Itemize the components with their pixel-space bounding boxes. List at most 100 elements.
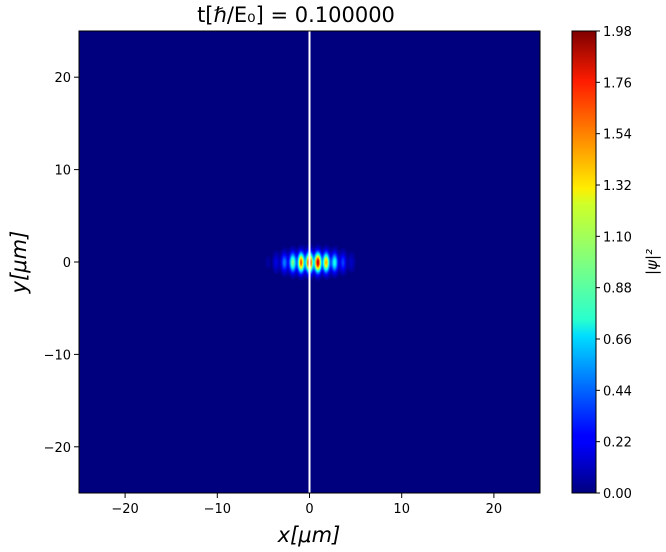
heatmap-cell — [326, 262, 328, 264]
heatmap-cell — [334, 268, 337, 270]
heatmap-cell — [340, 265, 343, 268]
heatmap-cell — [275, 265, 277, 268]
heatmap-cell — [320, 269, 323, 271]
heatmap-cell — [305, 246, 307, 248]
heatmap-cell — [341, 249, 344, 251]
heatmap-cell — [290, 261, 293, 263]
heatmap-cell — [303, 248, 305, 250]
heatmap-cell — [341, 251, 344, 254]
heatmap-cell — [336, 260, 339, 262]
heatmap-cell — [340, 259, 343, 261]
heatmap-cell — [292, 256, 295, 258]
heatmap-cell — [325, 267, 327, 270]
heatmap-cell — [325, 272, 327, 274]
heatmap-cell — [325, 275, 327, 278]
heatmap-cell — [349, 264, 351, 267]
heatmap-cell — [284, 252, 287, 255]
heatmap-cell — [320, 250, 323, 253]
heatmap-cell — [333, 266, 336, 269]
heatmap-cell — [320, 268, 323, 270]
heatmap-cell — [306, 253, 309, 256]
heatmap-cell — [311, 249, 314, 252]
heatmap-cell — [343, 252, 346, 255]
heatmap-cell — [322, 271, 324, 273]
heatmap-cell — [345, 267, 347, 270]
heatmap-cell — [335, 271, 338, 273]
heatmap-cell — [283, 271, 286, 273]
heatmap-cell — [293, 262, 296, 264]
heatmap-cell — [291, 246, 294, 248]
heatmap-cell — [350, 254, 352, 257]
heatmap-cell — [275, 262, 277, 264]
heatmap-cell — [335, 247, 338, 249]
heatmap-cell — [310, 258, 313, 260]
heatmap-cell — [293, 261, 296, 263]
heatmap-cell — [300, 274, 302, 276]
heatmap-cell — [342, 264, 345, 267]
heatmap-cell — [327, 274, 329, 276]
heatmap-cell — [277, 253, 279, 256]
heatmap-cell — [282, 267, 284, 270]
heatmap-cell — [305, 247, 307, 249]
heatmap-cell — [301, 277, 303, 280]
heatmap-cell — [303, 267, 305, 270]
heatmap-cell — [327, 257, 329, 259]
heatmap-cell — [327, 269, 329, 271]
heatmap-cell — [292, 266, 295, 269]
heatmap-cell — [296, 257, 299, 259]
heatmap-cell — [316, 262, 319, 264]
heatmap-cell — [304, 273, 306, 275]
heatmap-cell — [338, 263, 341, 266]
heatmap-cell — [277, 262, 279, 265]
heatmap-cell — [332, 272, 335, 274]
heatmap-cell — [307, 251, 310, 254]
heatmap-cell — [312, 273, 315, 275]
heatmap-cell — [332, 266, 335, 269]
heatmap-cell — [305, 249, 307, 252]
heatmap-cell — [281, 262, 283, 264]
heatmap-cell — [320, 270, 323, 272]
heatmap-cell — [290, 274, 293, 277]
heatmap-cell — [313, 262, 316, 264]
heatmap-cell — [352, 270, 354, 272]
heatmap-cell — [311, 261, 314, 263]
heatmap-cell — [318, 255, 321, 258]
heatmap-cell — [341, 266, 344, 269]
heatmap-cell — [307, 250, 310, 253]
heatmap-cell — [292, 263, 295, 266]
heatmap-cell — [333, 276, 336, 279]
heatmap-cell — [281, 274, 283, 276]
heatmap-cell — [326, 267, 328, 270]
heatmap-cell — [334, 273, 337, 275]
heatmap-cell — [325, 245, 327, 247]
heatmap-cell — [284, 249, 287, 251]
heatmap-cell — [283, 257, 286, 259]
heatmap-cell — [325, 269, 327, 271]
heatmap-cell — [325, 278, 327, 281]
heatmap-cell — [334, 266, 337, 269]
heatmap-cell — [316, 264, 319, 267]
heatmap-cell — [315, 275, 318, 278]
heatmap-cell — [287, 257, 290, 259]
heatmap-cell — [281, 263, 283, 266]
heatmap-cell — [304, 261, 306, 263]
x-tick-label: 20 — [486, 502, 503, 517]
heatmap-cell — [278, 251, 280, 254]
heatmap-cell — [294, 264, 297, 267]
heatmap-cell — [322, 274, 324, 277]
heatmap-cell — [295, 264, 298, 267]
heatmap-cell — [294, 249, 297, 251]
heatmap-cell — [296, 255, 299, 258]
heatmap-cell — [346, 255, 348, 258]
heatmap-cell — [337, 256, 340, 258]
heatmap-cell — [342, 249, 345, 252]
heatmap-cell — [325, 246, 327, 248]
heatmap-cell — [320, 254, 323, 257]
heatmap-cell — [339, 250, 342, 253]
heatmap-cell — [293, 249, 296, 252]
heatmap-cell — [292, 252, 295, 255]
heatmap-cell — [268, 258, 271, 260]
heatmap-cell — [289, 270, 292, 272]
heatmap-cell — [349, 257, 351, 259]
heatmap-cell — [324, 261, 326, 263]
